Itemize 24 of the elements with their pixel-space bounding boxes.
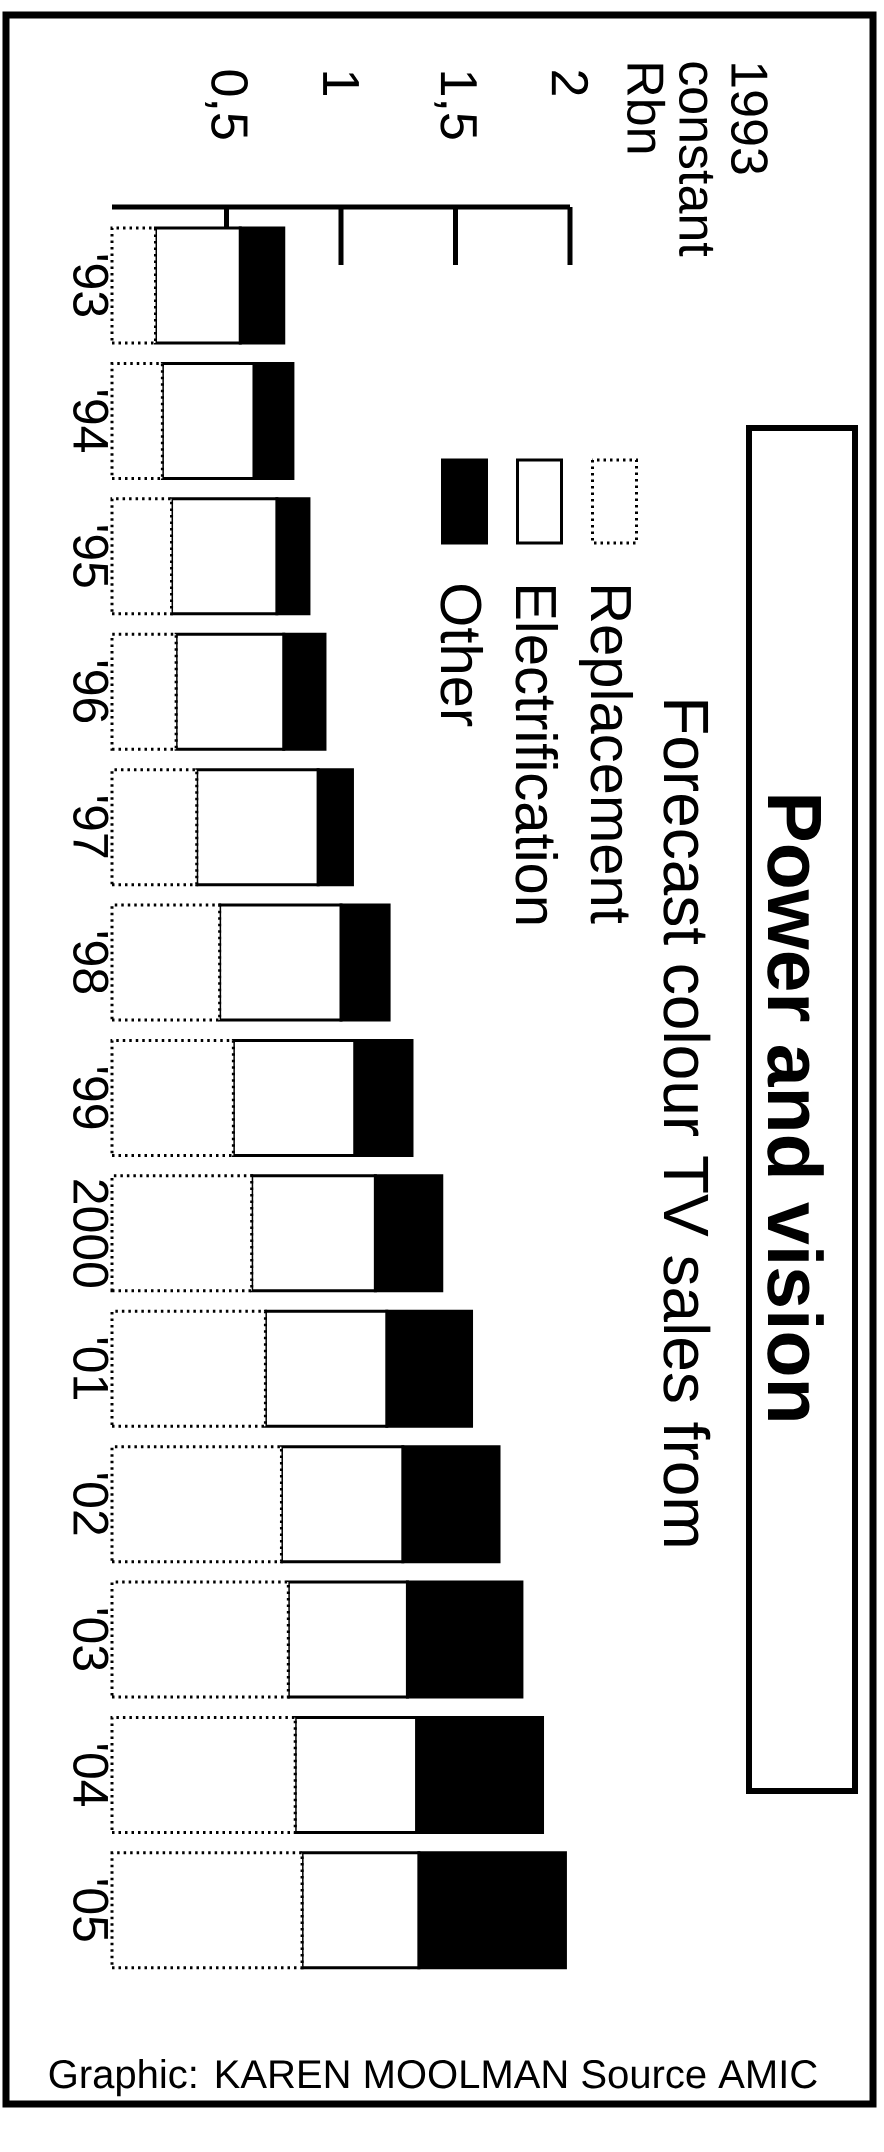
y-tick-label: '97 bbox=[73, 797, 109, 858]
y-tick-label: '05 bbox=[73, 1880, 109, 1941]
legend-label: Other bbox=[440, 584, 484, 727]
x-tick-label: 2 bbox=[551, 71, 589, 95]
y-tick-label: '93 bbox=[73, 255, 109, 316]
y-tick-label: '96 bbox=[73, 661, 109, 723]
y-tick-label: '01 bbox=[73, 1338, 109, 1399]
x-tick-label: 0,5 bbox=[205, 70, 248, 139]
y-tick-label: '98 bbox=[73, 932, 109, 993]
text: Forecast colour TV sales from bbox=[663, 701, 711, 1546]
legend-label: Replacement bbox=[578, 586, 634, 924]
text: Graphic: KAREN MOOLMAN Source AMIC bbox=[49, 2059, 817, 2097]
y-tick-label: '04 bbox=[73, 1744, 109, 1807]
y-tick-label: '02 bbox=[73, 1474, 109, 1535]
x-tick-label: 1 bbox=[323, 72, 359, 95]
y-tick-label: '95 bbox=[73, 526, 109, 587]
y-tick-label: '99 bbox=[73, 1067, 109, 1129]
y-axis-title: 1993 constant Rbn bbox=[627, 62, 768, 257]
y-tick-label: '03 bbox=[73, 1609, 109, 1670]
y-tick-label: '94 bbox=[73, 390, 109, 453]
legend-label: Electrification bbox=[515, 586, 559, 924]
text: Power and vision bbox=[767, 796, 824, 1420]
y-tick-label: 2000 bbox=[73, 1180, 109, 1287]
x-tick-label: 1,5 bbox=[434, 72, 477, 139]
